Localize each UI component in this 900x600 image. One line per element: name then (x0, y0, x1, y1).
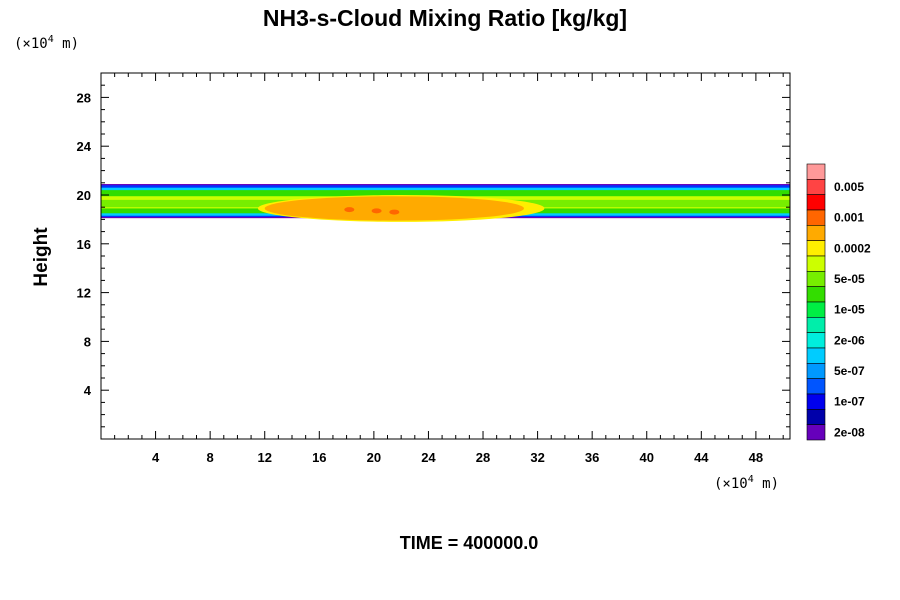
cloud-spot-2 (389, 209, 400, 215)
colorbar-swatch (806, 225, 826, 241)
cloud-spot-1 (371, 208, 382, 214)
colorbar-label: 1e-05 (834, 303, 865, 317)
colorbar-swatch (806, 393, 826, 410)
colorbar-swatch (806, 255, 826, 272)
colorbar-label: 5e-07 (834, 364, 865, 378)
x-tick-label: 28 (476, 450, 490, 465)
colorbar-swatch (806, 271, 826, 287)
colorbar-swatch (806, 163, 826, 180)
colorbar-label: 0.001 (834, 211, 864, 225)
x-tick-label: 24 (421, 450, 436, 465)
colorbar-swatch (806, 286, 826, 303)
colorbar-swatch (806, 194, 826, 211)
time-label: TIME = 400000.0 (400, 533, 539, 553)
y-tick-label: 4 (84, 383, 92, 398)
cloud-spot-0 (344, 207, 355, 213)
colorbar-swatch (806, 301, 826, 318)
x-axis-unit: (×104 m) (714, 474, 779, 492)
x-tick-label: 20 (367, 450, 381, 465)
x-tick-label: 12 (257, 450, 271, 465)
x-tick-label: 4 (152, 450, 160, 465)
y-tick-label: 20 (77, 188, 91, 203)
x-tick-label: 36 (585, 450, 599, 465)
x-tick-label: 16 (312, 450, 326, 465)
colorbar-swatch (806, 409, 826, 425)
y-axis: 4 8 12 16 20 24 28 (77, 84, 790, 428)
colorbar-label: 5e-05 (834, 272, 865, 286)
colorbar-swatch (806, 209, 826, 226)
plot-area (101, 184, 790, 222)
cloud-region-orange-core (264, 196, 524, 221)
colorbar-swatch (806, 240, 826, 257)
colorbar-label: 0.005 (834, 180, 864, 194)
colorbar-label: 1e-07 (834, 395, 865, 409)
colorbar-swatch (806, 332, 826, 349)
colorbar-swatch (806, 363, 826, 379)
colorbar-swatch (806, 347, 826, 364)
colorbar-label: 2e-06 (834, 333, 865, 347)
y-axis-label: Height (31, 227, 52, 287)
colorbar-swatch (806, 378, 826, 395)
colorbar-label: 0.0002 (834, 241, 871, 255)
x-tick-label: 8 (207, 450, 214, 465)
x-tick-label: 32 (530, 450, 544, 465)
y-axis-unit: (×104 m) (14, 34, 79, 52)
y-tick-label: 8 (84, 334, 91, 349)
colorbar-swatch (806, 179, 826, 195)
chart-title: NH3-s-Cloud Mixing Ratio [kg/kg] (263, 5, 627, 31)
colorbar-label: 2e-08 (834, 425, 865, 439)
x-tick-label: 48 (749, 450, 763, 465)
colorbar: 0.005 0.001 0.0002 5e-05 1e-05 2e-06 5e-07 1e-0… (806, 163, 871, 441)
x-axis: 4 8 12 16 20 24 28 32 36 40 44 48 (114, 73, 784, 465)
y-tick-label: 16 (77, 237, 91, 252)
y-tick-label: 28 (77, 90, 91, 105)
x-tick-label: 40 (640, 450, 654, 465)
colorbar-swatch (806, 424, 826, 441)
plot-frame (100, 72, 791, 440)
x-tick-label: 44 (694, 450, 709, 465)
y-tick-label: 12 (77, 286, 91, 301)
colorbar-swatch (806, 317, 826, 333)
y-tick-label: 24 (77, 139, 92, 154)
